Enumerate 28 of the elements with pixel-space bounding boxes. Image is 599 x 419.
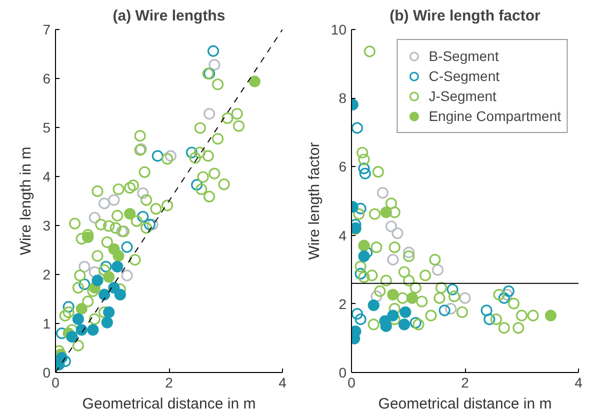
y-tick-label: 2 xyxy=(338,296,347,312)
y-tick-label: 2 xyxy=(42,266,51,282)
x-tick-label: 2 xyxy=(165,374,174,390)
y-tick-label: 6 xyxy=(338,158,347,175)
y-tick-label: 0 xyxy=(42,364,51,380)
legend-label: Engine Compartment xyxy=(428,108,561,124)
x-tick-label: 4 xyxy=(278,374,287,390)
y-axis-title: Wire length factor xyxy=(306,142,323,260)
chart-title: (b) Wire length factor xyxy=(390,8,541,24)
chart-title: (a) Wire lengths xyxy=(112,8,226,24)
legend-label: J-Segment xyxy=(428,88,498,104)
x-axis-title: Geometrical distance in m xyxy=(378,396,552,412)
y-tick-label: 1 xyxy=(42,316,51,332)
x-tick-label: 2 xyxy=(461,374,470,390)
y-tick-label: 5 xyxy=(42,120,51,136)
y-tick-label: 6 xyxy=(42,70,51,86)
x-tick-label: 4 xyxy=(574,374,583,390)
y-tick-label: 4 xyxy=(338,227,347,244)
x-axis-title: Geometrical distance in m xyxy=(82,396,256,412)
y-tick-label: 8 xyxy=(338,90,347,106)
legend-label: B-Segment xyxy=(428,48,500,64)
y-tick-label: 3 xyxy=(42,218,51,234)
y-axis-title: Wire length in m xyxy=(18,146,35,256)
y-tick-label: 4 xyxy=(42,168,51,184)
y-tick-label: 10 xyxy=(330,22,347,38)
y-tick-label: 7 xyxy=(42,22,51,38)
y-tick-label: 0 xyxy=(338,364,347,380)
legend-label: C-Segment xyxy=(428,68,501,84)
